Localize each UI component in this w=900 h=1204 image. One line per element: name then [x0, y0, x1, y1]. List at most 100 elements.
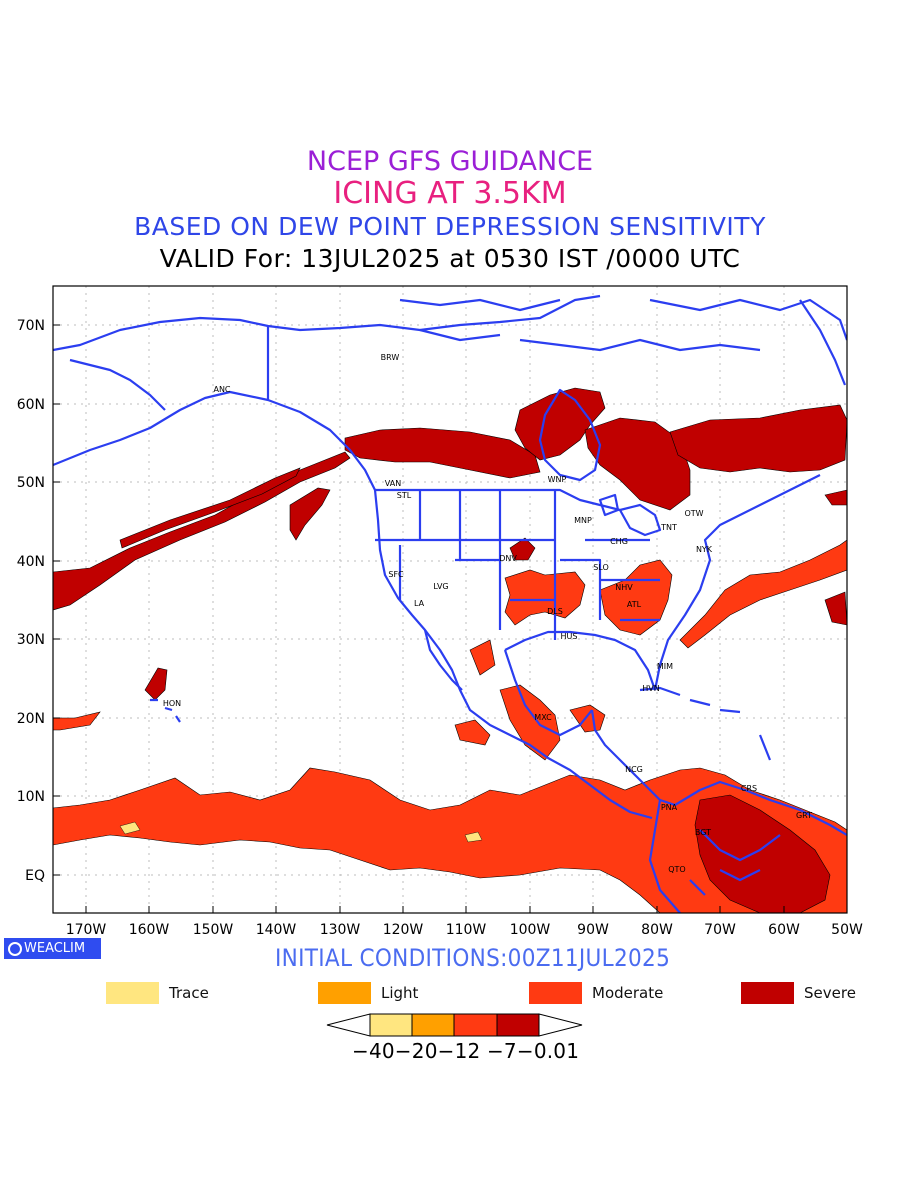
station-label-dls: DLS — [547, 607, 563, 616]
station-label-bgt: BGT — [695, 828, 711, 837]
colorbar-right-arrow — [538, 1013, 583, 1037]
lon-label: 70W — [704, 922, 736, 938]
station-label-mim: MIM — [657, 662, 673, 671]
station-label-hus: HUS — [561, 632, 578, 641]
icing-severe-labrador — [669, 404, 847, 473]
colorbar-moderate — [453, 1013, 498, 1037]
lat-label: 50N — [17, 475, 45, 491]
weaclim-logo: WEACLIM — [4, 938, 101, 959]
icing-severe-atlantic-blob — [824, 591, 847, 626]
icing-trace-1 — [119, 821, 141, 835]
station-label-chg: CHG — [610, 537, 628, 546]
lon-label: 90W — [577, 922, 609, 938]
station-label-grt: GRT — [796, 811, 812, 820]
icing-moderate-itcz — [53, 767, 847, 913]
station-labels: BRW ANC VAN STL WNP MNP TNT OTW NYK CHG SFC LVG LA DN… — [163, 353, 812, 874]
icing-moderate-mexico — [469, 639, 496, 676]
legend-label-light: Light — [381, 984, 419, 1002]
colorbar-left-arrow — [326, 1013, 371, 1037]
station-label-otw: OTW — [684, 509, 703, 518]
initial-conditions: INITIAL CONDITIONS:00Z11JUL2025 — [275, 944, 671, 972]
icing-severe-quebec — [584, 417, 691, 511]
station-label-anc: ANC — [213, 385, 230, 394]
lon-label: 60W — [768, 922, 800, 938]
legend-label-severe: Severe — [804, 984, 856, 1002]
icing-severe-south-america — [694, 794, 831, 913]
lon-label: 150W — [193, 922, 234, 938]
legend-swatch-severe — [741, 982, 794, 1004]
lat-label: 40N — [17, 554, 45, 570]
latitude-labels: 70N 60N 50N 40N 30N 20N 10N EQ — [17, 318, 60, 884]
icing-moderate-west-pacific — [53, 711, 101, 731]
lon-label: 160W — [129, 922, 170, 938]
valid-time: VALID For: 13JUL2025 at 0530 IST /0000 U… — [159, 244, 741, 273]
title-line-2: ICING AT 3.5KM — [333, 176, 567, 211]
legend-label-moderate: Moderate — [592, 984, 664, 1002]
station-label-lvg: LVG — [433, 582, 448, 591]
station-label-hon: HON — [163, 699, 181, 708]
station-label-pna: PNA — [661, 803, 678, 812]
lon-label: 80W — [641, 922, 673, 938]
station-label-atl: ATL — [627, 600, 642, 609]
icing-moderate-mexico-3 — [454, 719, 491, 746]
icing-trace-2 — [464, 831, 483, 843]
lat-label: 30N — [17, 632, 45, 648]
logo-text: WEACLIM — [24, 941, 86, 956]
station-label-hvn: HVN — [642, 684, 659, 693]
station-label-ncg: NCG — [625, 765, 643, 774]
longitude-labels: 170W 160W 150W 140W 130W 120W 110W 100W 90W 80W 70… — [66, 906, 863, 938]
icing-moderate-us-central — [504, 569, 586, 626]
legend-swatch-moderate — [529, 982, 582, 1004]
lat-label: 60N — [17, 397, 45, 413]
station-label-sfc: SFC — [388, 570, 404, 579]
lon-label: 50W — [831, 922, 863, 938]
station-label-van: VAN — [385, 479, 401, 488]
lon-label: 140W — [256, 922, 297, 938]
station-label-tnt: TNT — [660, 523, 677, 532]
colorbar-light — [411, 1013, 455, 1037]
legend-swatch-trace — [106, 982, 159, 1004]
coastlines — [53, 294, 847, 913]
lat-label: EQ — [25, 868, 45, 884]
icing-moderate-us-east — [599, 559, 673, 636]
legend-label-trace: Trace — [169, 984, 209, 1002]
station-label-nhv: NHV — [615, 583, 633, 592]
legend-swatch-light — [318, 982, 371, 1004]
logo-ring-icon — [8, 942, 22, 956]
icing-severe-atlantic — [824, 489, 847, 506]
lon-label: 100W — [510, 922, 551, 938]
lon-label: 130W — [320, 922, 361, 938]
station-label-qto: QTO — [668, 865, 685, 874]
icing-severe-pacific-blob — [289, 487, 331, 541]
colorbar-labels: −40−20−12 −7−0.01 — [352, 1039, 580, 1063]
station-label-nyk: NYK — [696, 545, 713, 554]
map-frame — [52, 285, 848, 914]
lat-label: 10N — [17, 789, 45, 805]
station-label-crs: CRS — [741, 784, 757, 793]
icing-severe-pacific-band-2 — [119, 467, 301, 549]
icing-severe-canada-west — [344, 427, 541, 479]
icing-moderate-atlantic-band — [679, 539, 847, 649]
station-label-dnv: DNV — [499, 554, 517, 563]
station-label-stl: STL — [397, 491, 412, 500]
colorbar-trace — [369, 1013, 413, 1037]
lon-label: 170W — [66, 922, 107, 938]
lon-label: 120W — [383, 922, 424, 938]
icing-severe-hawaii — [144, 667, 168, 701]
title-line-3: BASED ON DEW POINT DEPRESSION SENSITIVIT… — [134, 212, 766, 241]
station-label-mxc: MXC — [534, 713, 552, 722]
icing-severe-pacific-band — [53, 451, 351, 611]
station-label-mnp: MNP — [574, 516, 592, 525]
icing-moderate-yucatan — [569, 704, 606, 733]
station-label-la: LA — [414, 599, 425, 608]
colorbar-severe — [496, 1013, 540, 1037]
title-line-1: NCEP GFS GUIDANCE — [306, 146, 594, 177]
icing-severe-hudson — [514, 387, 606, 461]
station-label-brw: BRW — [381, 353, 400, 362]
lat-label: 20N — [17, 711, 45, 727]
icing-fields — [53, 387, 847, 913]
station-label-wnp: WNP — [548, 475, 567, 484]
station-label-slo: SLO — [593, 563, 609, 572]
lon-label: 110W — [446, 922, 487, 938]
